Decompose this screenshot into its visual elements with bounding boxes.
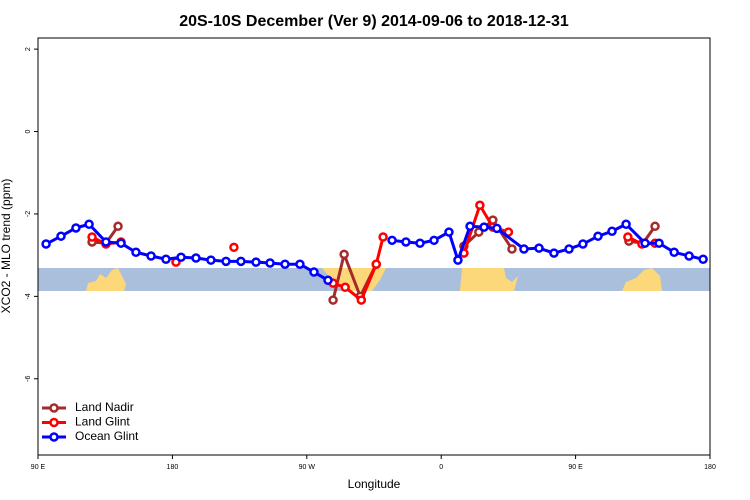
point [371, 259, 381, 269]
point [131, 247, 141, 258]
legend-label: Ocean Glint [75, 429, 139, 443]
land-shape [86, 268, 126, 291]
point [607, 226, 617, 237]
point [507, 244, 517, 254]
point [41, 239, 51, 249]
point [280, 259, 290, 269]
point [650, 221, 660, 232]
y-tick-label: 0 [25, 129, 32, 133]
y-tick-label: 2 [25, 47, 32, 51]
point [71, 223, 81, 233]
y-tick-label: -2 [25, 211, 32, 217]
point [453, 255, 463, 265]
point [519, 244, 529, 254]
y-tick-label: -6 [25, 376, 32, 382]
point [621, 219, 631, 229]
point [323, 275, 333, 286]
point [593, 231, 603, 241]
point [113, 221, 123, 232]
point [161, 254, 171, 265]
point [340, 282, 350, 293]
point [684, 251, 694, 261]
point [475, 200, 485, 211]
point [387, 235, 397, 246]
plot-frame [37, 37, 711, 456]
point [415, 238, 425, 248]
point [146, 251, 156, 261]
point [87, 232, 97, 242]
point [549, 248, 559, 258]
legend-marker [49, 417, 59, 428]
point [84, 219, 94, 229]
legend-marker [49, 432, 59, 442]
point [221, 256, 231, 267]
point [378, 232, 388, 242]
y-tick-label: -4 [25, 293, 32, 299]
point [328, 295, 338, 305]
point [623, 232, 633, 242]
x-tick-label: 90 W [299, 464, 316, 471]
point [429, 235, 439, 246]
point [669, 247, 679, 258]
point [465, 221, 475, 232]
point [356, 295, 367, 305]
point [401, 237, 411, 247]
legend-marker [49, 403, 59, 413]
legend-label: Land Glint [75, 415, 130, 429]
x-tick-label: 180 [704, 464, 716, 471]
point [640, 238, 650, 248]
point [176, 252, 186, 262]
point [534, 243, 544, 253]
legend-label: Land Nadir [75, 400, 134, 414]
point [265, 258, 275, 268]
point [492, 223, 502, 234]
point [206, 255, 216, 265]
y-axis-label: XCO2 - MLO trend (ppm) [0, 179, 13, 314]
land-shape [622, 268, 662, 291]
x-tick-label: 90 E [568, 464, 583, 471]
x-tick-label: 90 E [31, 464, 46, 471]
point [251, 257, 261, 267]
point [236, 256, 246, 267]
point [295, 259, 305, 269]
point [444, 227, 454, 237]
point [564, 244, 574, 254]
point [698, 254, 708, 265]
land-shape [460, 268, 518, 291]
point [479, 222, 489, 232]
point [654, 238, 664, 248]
point [56, 231, 66, 241]
point [101, 237, 111, 247]
chart-title: 20S-10S December (Ver 9) 2014-09-06 to 2… [179, 13, 569, 30]
x-tick-label: 0 [439, 464, 443, 471]
point [578, 239, 588, 249]
x-axis-label: Longitude [348, 477, 401, 491]
x-tick-label: 180 [167, 464, 179, 471]
point [191, 253, 201, 263]
point [116, 238, 126, 248]
point [229, 242, 239, 253]
point [309, 267, 319, 277]
point [339, 249, 349, 260]
